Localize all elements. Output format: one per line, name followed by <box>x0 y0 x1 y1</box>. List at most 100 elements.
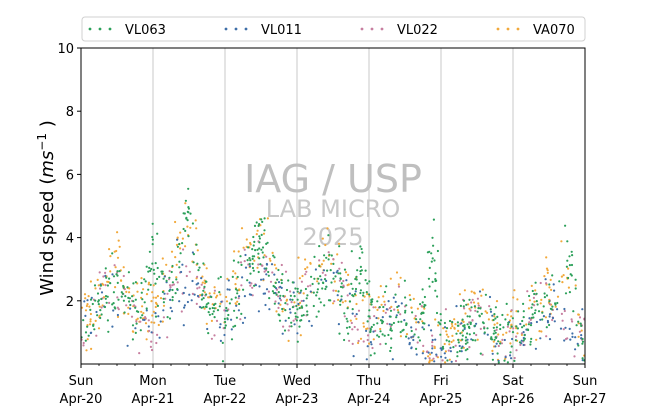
data-point-vl011 <box>503 338 506 342</box>
data-point-va070 <box>157 323 160 327</box>
data-point-vl063 <box>464 339 467 342</box>
data-point-vl022 <box>304 273 307 276</box>
data-point-vl011 <box>553 320 556 323</box>
data-point-vl063 <box>131 295 134 298</box>
data-point-vl011 <box>243 316 247 319</box>
data-point-vl011 <box>129 307 132 310</box>
data-point-vl022 <box>393 308 396 311</box>
data-point-vl063 <box>293 295 296 298</box>
data-point-vl011 <box>475 322 478 325</box>
data-point-vl011 <box>163 275 166 278</box>
data-point-va070 <box>337 242 341 245</box>
data-point-vl063 <box>567 276 570 280</box>
data-point-vl011 <box>539 318 542 321</box>
data-point-va070 <box>199 294 202 297</box>
data-point-vl063 <box>399 331 402 334</box>
data-point-vl022 <box>237 297 240 300</box>
data-point-va070 <box>144 322 148 325</box>
data-point-vl063 <box>468 326 471 330</box>
data-point-vl063 <box>171 281 174 284</box>
data-point-vl063 <box>230 338 234 341</box>
data-point-va070 <box>118 245 121 248</box>
data-point-vl011 <box>270 263 274 266</box>
data-point-vl063 <box>466 315 469 318</box>
data-point-vl063 <box>187 207 190 210</box>
data-point-va070 <box>268 257 271 260</box>
data-point-vl063 <box>378 306 381 309</box>
data-point-vl063 <box>143 301 146 304</box>
data-point-vl063 <box>154 262 157 265</box>
legend-marker-vl011 <box>244 27 248 31</box>
data-point-vl022 <box>444 308 447 311</box>
data-point-va070 <box>389 277 392 280</box>
data-point-va070 <box>567 267 570 270</box>
data-point-vl063 <box>428 266 431 269</box>
data-point-va070 <box>90 347 93 350</box>
data-point-vl011 <box>219 339 222 342</box>
data-point-vl063 <box>364 269 367 272</box>
data-point-vl063 <box>551 274 554 277</box>
data-point-va070 <box>448 343 451 346</box>
data-point-vl063 <box>251 248 254 251</box>
data-point-vl063 <box>202 306 205 309</box>
data-point-va070 <box>304 258 307 261</box>
legend-marker-vl063 <box>108 27 112 31</box>
data-point-vl063 <box>466 341 469 344</box>
data-point-vl011 <box>460 350 463 353</box>
data-point-vl063 <box>205 305 208 309</box>
data-point-vl063 <box>523 334 526 337</box>
data-point-va070 <box>505 331 508 334</box>
data-point-va070 <box>89 318 92 321</box>
data-point-vl063 <box>258 257 261 260</box>
data-point-vl022 <box>166 292 169 295</box>
data-point-vl011 <box>206 327 209 331</box>
data-point-vl011 <box>352 355 355 358</box>
data-point-vl011 <box>497 359 500 362</box>
data-point-va070 <box>451 334 454 337</box>
data-point-vl022 <box>82 341 85 345</box>
data-point-vl011 <box>370 343 373 346</box>
data-point-vl022 <box>148 329 151 332</box>
data-point-vl011 <box>433 360 436 363</box>
data-point-vl063 <box>359 291 362 295</box>
data-point-vl011 <box>391 358 394 361</box>
legend-marker-va070 <box>516 27 520 31</box>
data-point-vl063 <box>409 298 412 301</box>
data-point-va070 <box>83 293 87 296</box>
data-point-vl063 <box>332 277 335 280</box>
data-point-vl063 <box>499 342 502 345</box>
data-point-va070 <box>423 307 426 310</box>
data-point-vl063 <box>202 289 205 292</box>
data-point-vl063 <box>240 312 243 315</box>
data-point-vl063 <box>107 330 110 333</box>
data-point-vl011 <box>372 330 375 333</box>
data-point-vl022 <box>288 325 291 328</box>
data-point-vl063 <box>473 332 476 335</box>
data-point-va070 <box>477 302 480 305</box>
data-point-vl011 <box>178 300 181 303</box>
data-point-va070 <box>152 284 155 287</box>
data-point-vl063 <box>489 308 492 311</box>
data-point-vl011 <box>314 268 317 271</box>
data-point-vl063 <box>402 328 405 331</box>
data-point-vl063 <box>253 284 256 287</box>
data-point-vl063 <box>291 281 294 284</box>
data-point-va070 <box>101 304 104 307</box>
data-point-vl011 <box>563 339 566 342</box>
data-point-vl011 <box>90 296 93 299</box>
data-point-vl022 <box>263 270 266 273</box>
data-point-vl011 <box>265 273 268 276</box>
data-point-vl063 <box>568 264 572 267</box>
data-point-va070 <box>540 330 543 333</box>
data-point-vl011 <box>392 296 395 299</box>
data-point-va070 <box>395 271 399 274</box>
x-tick-date: Apr-25 <box>420 392 463 407</box>
data-point-vl063 <box>326 269 329 272</box>
data-point-vl063 <box>319 275 322 278</box>
data-point-vl063 <box>106 284 109 287</box>
data-point-vl063 <box>513 359 516 362</box>
data-point-vl063 <box>296 316 299 319</box>
data-point-vl022 <box>512 327 515 330</box>
legend-label-vl022: VL022 <box>397 23 438 38</box>
data-point-va070 <box>549 278 552 281</box>
